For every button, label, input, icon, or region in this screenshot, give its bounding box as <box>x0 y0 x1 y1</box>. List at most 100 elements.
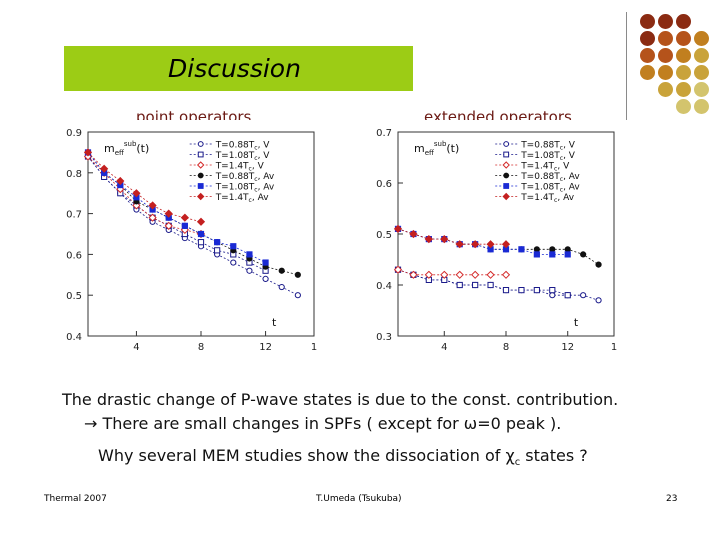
data-point <box>518 246 525 253</box>
plot-label-main: m <box>414 142 425 155</box>
y-tick-label: 0.6 <box>376 179 392 190</box>
x-tick-label: 12 <box>561 342 574 353</box>
data-point <box>501 240 511 249</box>
legend-entry-sub: c <box>554 166 557 173</box>
data-point <box>549 292 556 299</box>
data-point <box>230 259 237 266</box>
legend-entry-end: , Av <box>258 172 275 182</box>
decor-dot <box>676 65 691 80</box>
plot-label-main: m <box>104 142 115 155</box>
plot-label-arg: (t) <box>136 142 149 155</box>
y-tick-label: 0.6 <box>66 250 82 261</box>
data-point <box>487 281 494 289</box>
legend-entry-end: , Av <box>252 193 269 203</box>
data-point <box>518 287 525 294</box>
legend-entry-sub: c <box>560 187 563 194</box>
legend-entry: T=0.88Tc, V <box>520 141 576 152</box>
x-edge-tick-label: 1 <box>311 342 317 353</box>
legend-entry: T=1.08Tc, V <box>215 151 271 162</box>
y-tick-label: 0.8 <box>66 169 82 180</box>
series-line <box>87 152 266 263</box>
legend-entry-main: T=1.08T <box>215 151 255 161</box>
legend-marker <box>503 151 510 158</box>
data-point <box>471 270 480 279</box>
legend-marker <box>197 172 204 179</box>
data-point <box>246 267 253 274</box>
data-point <box>595 261 602 268</box>
legend-entry-main: T=1.08T <box>215 183 255 193</box>
data-point <box>132 189 141 198</box>
decor-dot <box>658 48 673 63</box>
legend-marker <box>503 172 510 179</box>
legend-entry: T=1.08Tc, Av <box>215 183 275 194</box>
legend-entry-sub: c <box>249 166 252 173</box>
legend-entry-main: T=0.88T <box>520 172 560 182</box>
data-point <box>409 270 418 279</box>
data-point <box>471 240 480 249</box>
decor-divider-line <box>626 12 627 132</box>
y-tick-label: 0.7 <box>66 210 82 221</box>
data-point <box>549 251 556 258</box>
legend-entry-sub: c <box>560 176 563 183</box>
legend-entry-end: , Av <box>563 183 580 193</box>
data-point <box>214 247 221 254</box>
legend-entry-main: T=0.88T <box>215 172 255 182</box>
text-line-1: The drastic change of P-wave states is d… <box>62 390 619 409</box>
left-chart-svg: 0.4 0.5 0.6 0.7 0.8 0.9 4 8 12 1 t meffsub(t) T=0.88… <box>66 128 317 353</box>
x-tick-label: 4 <box>133 342 139 353</box>
text-line-3-end: states ? <box>520 446 588 465</box>
data-point <box>262 259 269 266</box>
data-point <box>100 164 109 173</box>
legend-marker <box>502 192 510 201</box>
data-point <box>580 251 587 258</box>
decor-dot <box>640 14 655 29</box>
data-point <box>196 217 206 226</box>
y-tick-label: 0.5 <box>66 291 82 302</box>
legend-entry-end: , V <box>557 162 570 172</box>
legend-entry-main: T=1.08T <box>520 151 560 161</box>
legend-entry: T=0.88Tc, Av <box>215 172 275 183</box>
data-point <box>164 221 173 230</box>
data-point <box>486 240 495 249</box>
x-axis-label: t <box>574 316 579 329</box>
slide-title: Discussion <box>168 54 301 83</box>
y-tick-label: 0.3 <box>376 332 392 343</box>
legend-entry-sub: c <box>560 155 563 162</box>
data-point <box>455 240 464 249</box>
right-chart: 0.3 0.4 0.5 0.6 0.7 4 8 12 1 t meffsub(t) T=0.88Tc,… <box>350 120 628 360</box>
text-line-3: Why several MEM studies show the dissoci… <box>98 446 588 468</box>
legend-entry-sub: c <box>560 145 563 152</box>
data-point <box>564 292 571 299</box>
legend-entry: T=0.88Tc, Av <box>520 172 580 183</box>
legend-marker <box>196 192 205 201</box>
decor-dot <box>694 65 709 80</box>
data-point <box>440 270 449 279</box>
legend-marker <box>197 151 204 158</box>
decor-dot <box>694 99 709 114</box>
plot-label-sub: eff <box>425 149 434 157</box>
data-point <box>455 270 464 279</box>
legend-entry-end: , V <box>258 151 271 161</box>
data-point <box>472 281 479 289</box>
data-point <box>164 209 173 218</box>
data-point <box>197 239 205 246</box>
data-point <box>533 251 540 258</box>
y-tick-label: 0.5 <box>376 230 392 241</box>
data-point <box>262 275 269 282</box>
legend-entry-end: , Av <box>258 183 275 193</box>
legend-entry-end: , V <box>258 141 271 151</box>
text-line-3-sub: c <box>514 457 521 469</box>
data-point <box>409 229 418 239</box>
decor-dot <box>676 48 691 63</box>
decor-dot <box>658 65 673 80</box>
data-point <box>549 287 556 294</box>
data-point <box>294 292 301 299</box>
data-point <box>230 243 237 250</box>
decor-dot <box>640 48 655 63</box>
data-point <box>83 148 93 157</box>
legend-entry-main: T=0.88T <box>520 141 560 151</box>
plot-label: meffsub(t) <box>104 140 149 157</box>
decor-dot <box>694 82 709 97</box>
text-line-3-main: Why several MEM studies show the dissoci… <box>98 446 515 465</box>
